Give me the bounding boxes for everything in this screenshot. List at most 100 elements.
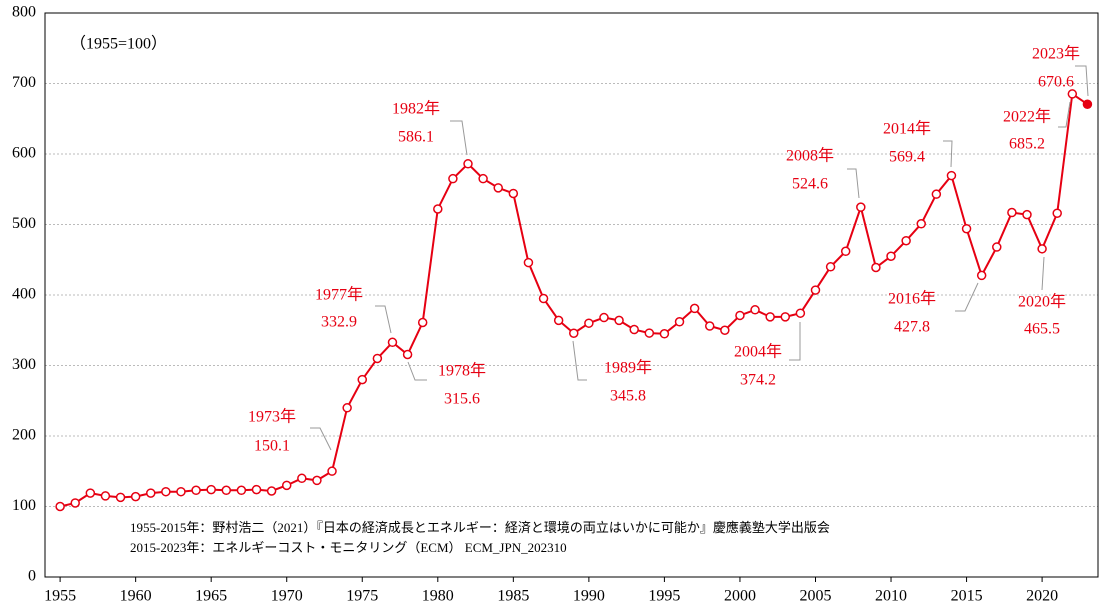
data-point: [251, 484, 262, 495]
annotation-year: 1977年: [315, 286, 363, 304]
data-point: [1007, 207, 1017, 218]
annotation-year: 2016年: [888, 290, 936, 308]
data-point: [266, 486, 277, 496]
data-point: [478, 173, 488, 184]
annotation-value: 670.6: [1038, 74, 1074, 91]
annotation-value: 150.1: [254, 438, 290, 455]
annotation-year: 1989年: [604, 359, 652, 377]
data-point: [689, 303, 700, 314]
data-point: [599, 312, 609, 323]
annotation-year: 2008年: [786, 147, 834, 165]
data-point: [1052, 208, 1062, 218]
data-point: [342, 403, 352, 413]
data-point: [704, 321, 715, 331]
leader-line: [450, 120, 468, 156]
data-point: [115, 492, 126, 503]
source-note: 2015-2023年：エネルギーコスト・モニタリング（ECM） ECM_JPN_…: [130, 540, 567, 555]
data-point: [176, 486, 186, 497]
data-point: [236, 485, 247, 496]
annotation-value: 524.6: [792, 176, 828, 193]
data-point: [281, 480, 292, 491]
data-point: [312, 475, 322, 486]
data-point: [130, 491, 141, 502]
leader-line: [1058, 101, 1071, 128]
data-point: [644, 328, 655, 338]
data-point: [916, 219, 926, 229]
leader-line: [407, 361, 427, 381]
data-point: [674, 317, 685, 327]
data-point: [629, 324, 639, 335]
data-point: [508, 188, 519, 199]
data-point: [417, 317, 428, 328]
annotation-value: 586.1: [398, 129, 434, 146]
data-point: [448, 173, 458, 184]
x-tick-label: 1965: [195, 588, 227, 605]
data-point: [372, 353, 383, 364]
leader-line: [310, 427, 332, 451]
data-point: [70, 498, 80, 508]
x-tick-label: 2020: [1026, 588, 1058, 605]
annotation-year: 2014年: [883, 120, 931, 138]
data-point: [221, 485, 232, 496]
x-tick-label: 1980: [422, 588, 454, 605]
x-tick-label: 1990: [573, 588, 605, 605]
data-point: [1082, 99, 1093, 109]
data-point: [387, 337, 398, 348]
leader-line: [1075, 65, 1089, 97]
x-tick-label: 1975: [346, 588, 378, 605]
data-point: [1022, 209, 1032, 220]
data-point: [720, 325, 730, 335]
leader-line: [1041, 256, 1045, 291]
annotation-year: 2022年: [1003, 108, 1051, 126]
data-point: [206, 484, 216, 495]
data-point: [463, 159, 473, 169]
annotation-value: 427.8: [894, 319, 930, 336]
data-point: [659, 329, 670, 339]
leader-line: [943, 140, 953, 168]
annotation-value: 332.9: [321, 314, 357, 331]
data-point: [584, 318, 594, 328]
x-tick-label: 1970: [271, 588, 303, 605]
x-tick-label: 1985: [497, 588, 529, 605]
data-point: [100, 491, 111, 501]
x-tick-label: 2015: [951, 588, 983, 605]
data-point: [825, 262, 836, 272]
data-point: [780, 312, 791, 322]
y-tick-label: 500: [12, 215, 36, 232]
leader-line: [572, 340, 587, 381]
data-point: [146, 488, 156, 498]
data-point: [357, 374, 368, 385]
subtitle: （1955=100）: [70, 35, 167, 53]
data-point: [735, 310, 745, 321]
data-point: [614, 315, 624, 326]
data-point: [750, 305, 760, 315]
data-point: [1067, 89, 1078, 99]
data-point: [55, 501, 65, 512]
x-tick-label: 1955: [44, 588, 76, 605]
annotation-year: 2004年: [734, 343, 782, 361]
y-tick-label: 600: [12, 145, 36, 162]
x-tick-label: 2010: [875, 588, 907, 605]
data-point: [961, 223, 972, 234]
leader-line: [955, 282, 979, 312]
leader-line: [789, 322, 801, 361]
y-tick-label: 800: [12, 4, 36, 21]
x-tick-label: 2000: [724, 588, 756, 605]
data-point: [856, 202, 866, 212]
data-point: [901, 235, 911, 246]
annotation-value: 345.8: [610, 388, 646, 405]
leader-line: [847, 168, 860, 199]
data-point: [523, 257, 534, 268]
data-point: [946, 170, 957, 181]
annotation-value: 569.4: [889, 149, 925, 166]
plot-frame: [44, 12, 1099, 578]
annotation-value: 315.6: [444, 391, 480, 408]
data-point: [795, 308, 806, 318]
y-tick-label: 100: [12, 497, 36, 514]
data-point: [433, 204, 443, 214]
y-tick-label: 300: [12, 356, 36, 373]
annotation-year: 1978年: [438, 362, 486, 380]
data-point: [931, 189, 942, 199]
data-point: [992, 242, 1002, 252]
